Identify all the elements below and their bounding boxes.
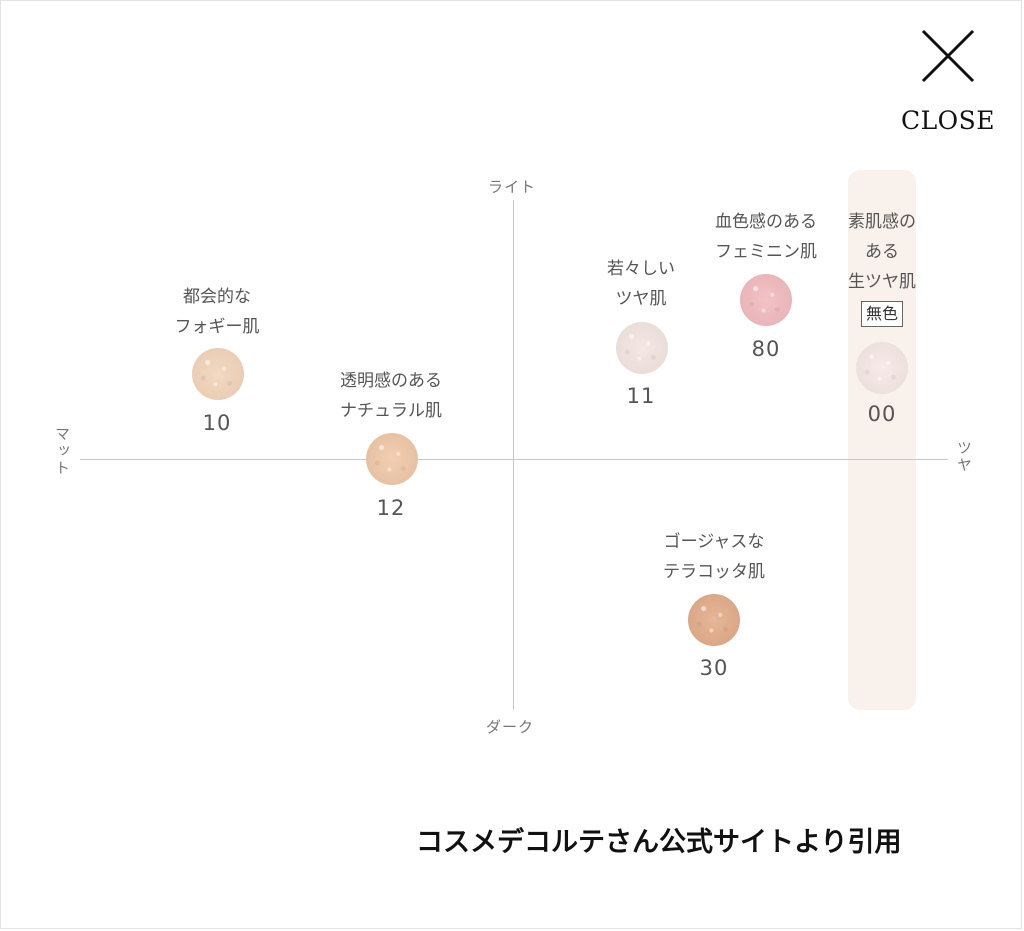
vertical-axis — [513, 200, 514, 710]
powder-swatch-80[interactable] — [740, 274, 792, 326]
highlight-column — [848, 170, 916, 710]
close-label: CLOSE — [900, 106, 996, 135]
shade-description-line: ゴージャスな — [663, 532, 765, 552]
shade-description-line: テラコッタ肌 — [663, 562, 765, 582]
shade-number-10: 10 — [202, 411, 232, 435]
shade-item-30[interactable]: ゴージャスな テラコッタ肌 — [639, 527, 789, 587]
axis-label-dark: ダーク — [486, 718, 535, 736]
axis-label-gloss: ツヤ — [955, 440, 973, 474]
close-button[interactable]: CLOSE — [896, 22, 1000, 140]
shade-item-80[interactable]: 血色感のある フェミニン肌 — [691, 207, 841, 267]
shade-number-00: 00 — [867, 402, 897, 426]
horizontal-axis — [80, 459, 948, 460]
shade-number-30: 30 — [699, 656, 729, 680]
powder-swatch-00[interactable] — [856, 342, 908, 394]
shade-description-line: 生ツヤ肌 — [848, 272, 916, 292]
shade-item-11[interactable]: 若々しい ツヤ肌 — [566, 254, 716, 314]
powder-swatch-10[interactable] — [192, 348, 244, 400]
shade-description-line: 透明感のある — [340, 371, 442, 391]
powder-swatch-12[interactable] — [366, 433, 418, 485]
axis-label-matte: マット — [53, 426, 71, 477]
shade-description-line: フォギー肌 — [174, 317, 260, 337]
powder-swatch-30[interactable] — [688, 594, 740, 646]
shade-number-12: 12 — [376, 496, 406, 520]
shade-item-10[interactable]: 都会的な フォギー肌 — [142, 282, 292, 342]
source-credit: コスメデコルテさん公式サイトより引用 — [416, 827, 902, 858]
shade-description-line: ツヤ肌 — [615, 289, 667, 309]
shade-number-11: 11 — [626, 384, 656, 408]
shade-description-line: 都会的な — [183, 287, 251, 307]
shade-description-line: 素肌感の — [848, 212, 916, 232]
shade-description-line: 血色感のある — [715, 212, 817, 232]
shade-number-80: 80 — [751, 337, 781, 361]
shade-description-line: フェミニン肌 — [715, 242, 817, 262]
shade-item-00[interactable]: 素肌感の ある 生ツヤ肌 無色 — [807, 207, 957, 327]
colorless-badge: 無色 — [860, 301, 903, 327]
shade-description-line: ある — [865, 242, 899, 262]
close-icon — [921, 29, 975, 83]
axis-label-light: ライト — [488, 178, 537, 196]
shade-description-line: 若々しい — [607, 259, 675, 279]
shade-description-line: ナチュラル肌 — [340, 401, 442, 421]
powder-swatch-11[interactable] — [616, 322, 668, 374]
shade-item-12[interactable]: 透明感のある ナチュラル肌 — [316, 366, 466, 426]
